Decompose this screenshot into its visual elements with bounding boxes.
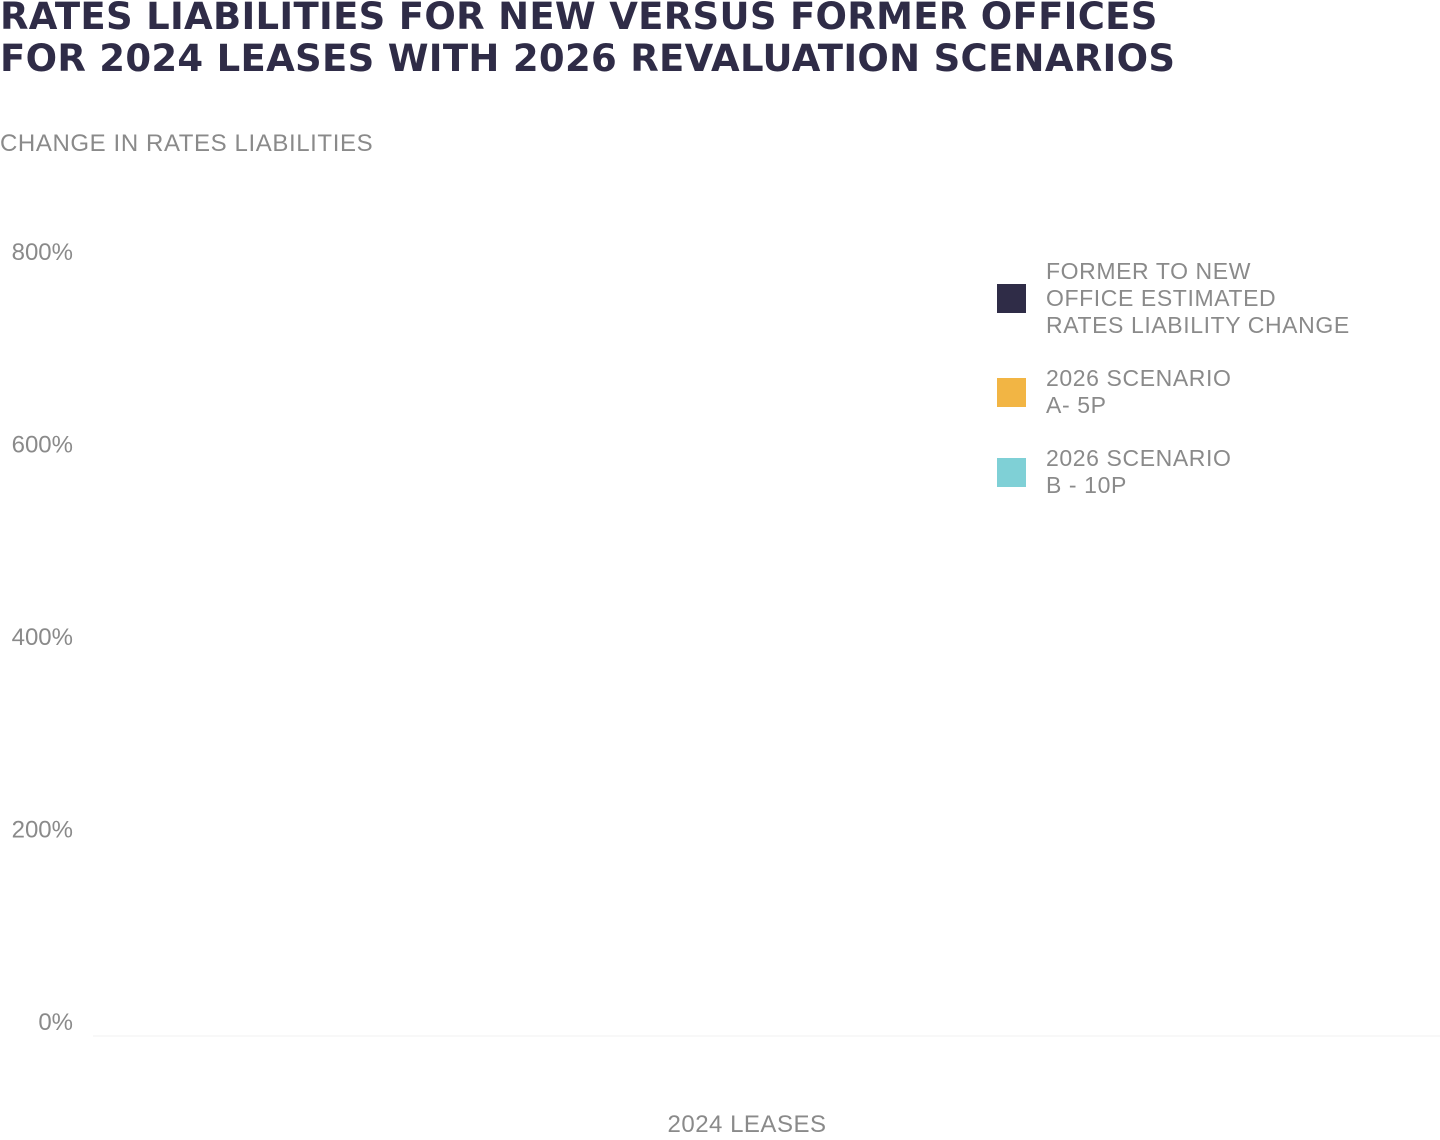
y-axis-ticks: 0% 200% 400% 600% 800% — [12, 239, 73, 1036]
y-tick-label: 800% — [12, 239, 73, 266]
x-axis-label: 2024 LEASES — [668, 1111, 827, 1138]
y-tick-label: 200% — [12, 817, 73, 844]
legend-swatch-former-to-new — [997, 284, 1026, 313]
y-axis-label: CHANGE IN RATES LIABILITIES — [0, 130, 374, 157]
legend-item-scenario-a: 2026 SCENARIO A- 5P — [997, 365, 1350, 419]
chart-title-line-2: FOR 2024 LEASES WITH 2026 REVALUATION SC… — [0, 37, 1176, 80]
legend-label-scenario-b: 2026 SCENARIO B - 10P — [1046, 445, 1232, 498]
legend-item-former-to-new: FORMER TO NEW OFFICE ESTIMATED RATES LIA… — [997, 258, 1350, 339]
legend-label-scenario-a: 2026 SCENARIO A- 5P — [1046, 365, 1232, 418]
legend-swatch-scenario-a — [997, 377, 1026, 407]
legend-label-former-to-new: FORMER TO NEW OFFICE ESTIMATED RATES LIA… — [1046, 258, 1350, 338]
chart-title: RATES LIABILITIES FOR NEW VERSUS FORMER … — [0, 0, 1175, 80]
y-tick-label: 400% — [12, 624, 73, 651]
legend-item-scenario-b: 2026 SCENARIO B - 10P — [997, 445, 1350, 499]
chart-title-line-1: RATES LIABILITIES FOR NEW VERSUS FORMER … — [0, 0, 1158, 38]
y-tick-label: 0% — [38, 1009, 73, 1036]
y-tick-label: 600% — [12, 432, 73, 459]
legend: FORMER TO NEW OFFICE ESTIMATED RATES LIA… — [997, 258, 1350, 525]
legend-swatch-scenario-b — [997, 457, 1026, 487]
